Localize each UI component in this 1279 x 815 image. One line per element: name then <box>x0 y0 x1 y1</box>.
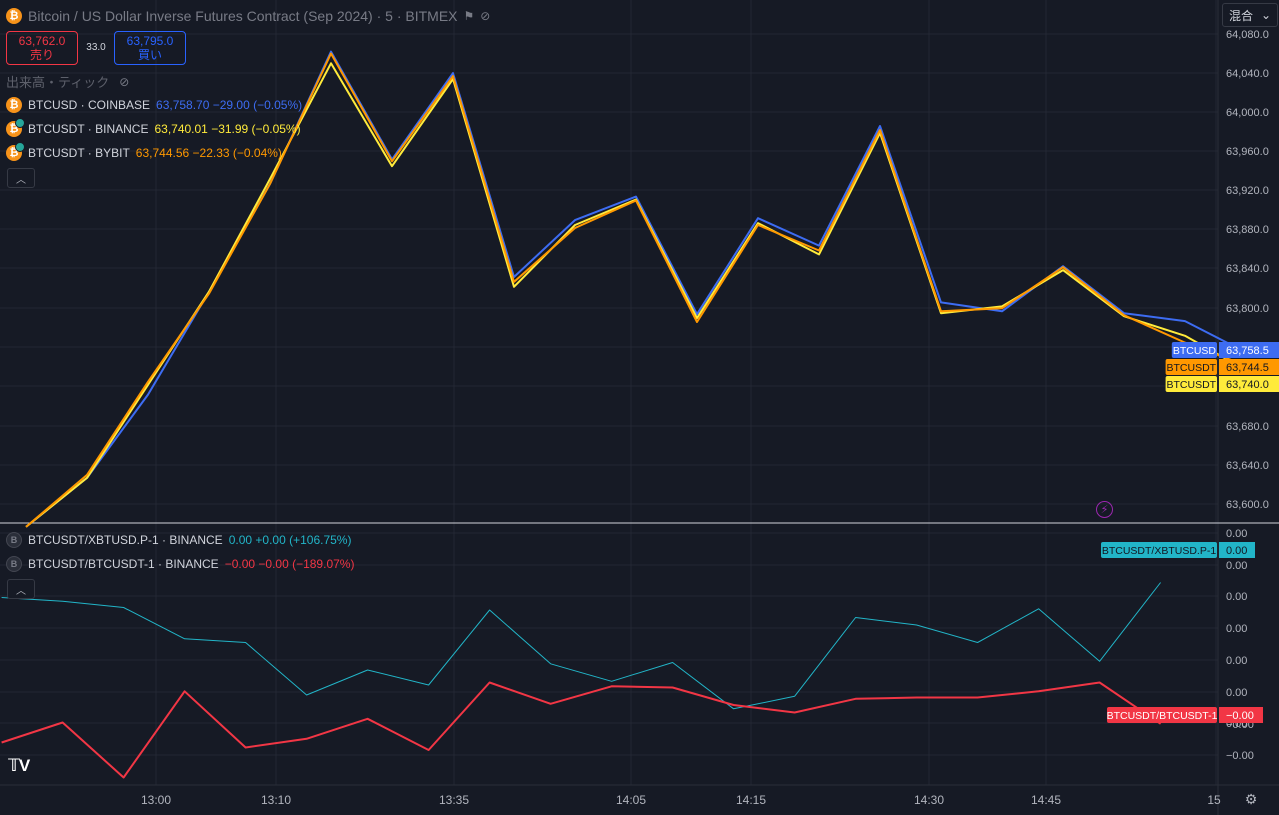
svg-text:−0.00: −0.00 <box>1226 710 1254 722</box>
buy-price: 63,795.0 <box>126 34 174 48</box>
price-axis-label: 64,080.0 <box>1226 29 1269 41</box>
time-axis-label: 14:05 <box>616 793 646 807</box>
tradingview-logo-icon[interactable]: 𝕋V <box>8 756 30 775</box>
price-axis-label: 63,840.0 <box>1226 263 1269 275</box>
volume-label: 出来高・ティック <box>6 75 110 90</box>
flag-icon[interactable]: ⚑ <box>463 9 475 23</box>
price-tag: BTCUSD 63,758.5 <box>1171 342 1279 358</box>
bitcoin-tether-icon: ₿ <box>6 118 25 137</box>
svg-text:63,740.0: 63,740.0 <box>1226 379 1269 391</box>
sub-axis-label: 0.00 <box>1226 687 1247 699</box>
legend-item-btcusdt-btcusdt[interactable]: B BTCUSDT/BTCUSDT-1 · BINANCE −0.00 −0.0… <box>6 554 354 574</box>
sub-series-line-0 <box>1 582 1161 710</box>
price-axis-label: 63,920.0 <box>1226 185 1269 197</box>
sub-series-line-1 <box>1 681 1162 779</box>
eye-off-icon[interactable]: ⊘ <box>119 74 130 89</box>
legend-symbol: BTCUSDT · BINANCE <box>28 122 149 136</box>
sub-axis-label: −0.00 <box>1226 750 1254 762</box>
sub-axis[interactable]: 0.00 0.00 0.00 0.00 0.00 0.00 0.00 −0.00 −0.00 <box>1226 528 1254 762</box>
time-axis-label: 13:00 <box>141 793 171 807</box>
sub-axis-label: 0.00 <box>1226 655 1247 667</box>
sell-label: 売り <box>29 48 54 62</box>
svg-text:BTCUSDT: BTCUSDT <box>1167 379 1217 391</box>
symbol-title: Bitcoin / US Dollar Inverse Futures Cont… <box>28 8 458 24</box>
collapse-legend-button[interactable]: ︿ <box>7 168 35 188</box>
spread-value: 33.0 <box>86 42 106 53</box>
symbol-title-row[interactable]: ₿ Bitcoin / US Dollar Inverse Futures Co… <box>6 6 490 26</box>
svg-text:63,744.5: 63,744.5 <box>1226 362 1269 374</box>
time-axis-label: 13:35 <box>439 793 469 807</box>
price-axis-label: 64,000.0 <box>1226 107 1269 119</box>
mode-select[interactable]: 混合 ⌄ <box>1222 3 1278 27</box>
price-axis-label: 63,640.0 <box>1226 460 1269 472</box>
bitcoin-tether-icon: ₿ <box>6 142 25 161</box>
series-line-1 <box>25 62 1247 528</box>
time-axis-label: 15 <box>1207 793 1221 807</box>
sub-axis-label: 0.00 <box>1226 528 1247 540</box>
chevron-up-icon: ︿ <box>16 585 26 597</box>
price-axis-label: 63,680.0 <box>1226 421 1269 433</box>
legend-value: 63,758.70 −29.00 (−0.05%) <box>156 98 303 112</box>
svg-text:BTCUSDT: BTCUSDT <box>1167 362 1217 374</box>
sub-axis-label: 0.00 <box>1226 623 1247 635</box>
time-axis-label: 13:10 <box>261 793 291 807</box>
price-axis-label: 63,960.0 <box>1226 146 1269 158</box>
price-tag: BTCUSDT 63,744.5 <box>1165 359 1279 375</box>
legend-symbol: BTCUSDT · BYBIT <box>28 146 130 160</box>
time-axis-label: 14:30 <box>914 793 944 807</box>
svg-text:BTCUSD: BTCUSD <box>1173 345 1217 357</box>
svg-text:BTCUSDT/XBTUSD.P-1: BTCUSDT/XBTUSD.P-1 <box>1102 545 1217 557</box>
time-axis[interactable]: 13:00 13:10 13:35 14:05 14:15 14:30 14:45 15 <box>141 793 1221 807</box>
symbol-b-icon: B <box>6 556 22 572</box>
sub-axis-label: 0.00 <box>1226 591 1247 603</box>
sell-price: 63,762.0 <box>18 34 66 48</box>
time-axis-label: 14:45 <box>1031 793 1061 807</box>
eye-off-icon[interactable]: ⊘ <box>480 9 491 23</box>
gear-icon[interactable]: ⚙ <box>1244 790 1258 807</box>
symbol-b-icon: B <box>6 532 22 548</box>
legend-item-btcusdt-xbtusd[interactable]: B BTCUSDT/XBTUSD.P-1 · BINANCE 0.00 +0.0… <box>6 530 351 550</box>
sub-value-tag: BTCUSDT/BTCUSDT-1 −0.00 <box>1107 707 1263 723</box>
legend-item-btcusdt-binance[interactable]: ₿ BTCUSDT · BINANCE 63,740.01 −31.99 (−0… <box>6 118 301 139</box>
legend-item-btcusd-coinbase[interactable]: ₿ BTCUSD · COINBASE 63,758.70 −29.00 (−0… <box>6 95 302 115</box>
time-axis-label: 14:15 <box>736 793 766 807</box>
sell-button[interactable]: 63,762.0 売り <box>6 31 78 65</box>
legend-symbol: BTCUSDT/BTCUSDT-1 · BINANCE <box>28 557 219 571</box>
price-axis-label: 63,600.0 <box>1226 499 1269 511</box>
buy-label: 買い <box>137 48 162 62</box>
buy-button[interactable]: 63,795.0 買い <box>114 31 186 65</box>
legend-value: −0.00 −0.00 (−189.07%) <box>224 557 355 571</box>
price-axis-label: 63,880.0 <box>1226 224 1269 236</box>
volume-legend[interactable]: 出来高・ティック ⊘ <box>6 72 129 91</box>
series-line-2 <box>25 52 1247 528</box>
legend-item-btcusdt-bybit[interactable]: ₿ BTCUSDT · BYBIT 63,744.56 −22.33 (−0.0… <box>6 142 282 163</box>
svg-text:0.00: 0.00 <box>1226 545 1247 557</box>
mode-select-value: 混合 <box>1229 8 1254 23</box>
legend-symbol: BTCUSD · COINBASE <box>28 98 151 112</box>
price-tag: BTCUSDT 63,740.0 <box>1165 376 1279 392</box>
sub-axis-label: 0.00 <box>1226 560 1247 572</box>
chevron-up-icon: ︿ <box>16 174 26 186</box>
svg-text:63,758.5: 63,758.5 <box>1226 345 1269 357</box>
collapse-sub-legend-button[interactable]: ︿ <box>7 579 35 599</box>
legend-value: 63,744.56 −22.33 (−0.04%) <box>135 146 282 160</box>
chevron-down-icon: ⌄ <box>1260 8 1271 22</box>
price-axis-label: 64,040.0 <box>1226 68 1269 80</box>
svg-text:BTCUSDT/BTCUSDT-1: BTCUSDT/BTCUSDT-1 <box>1107 710 1218 722</box>
legend-value: 0.00 +0.00 (+106.75%) <box>228 533 352 547</box>
price-axis-label: 63,800.0 <box>1226 303 1269 315</box>
lightning-icon[interactable]: ⚡ <box>1096 501 1113 518</box>
legend-symbol: BTCUSDT/XBTUSD.P-1 · BINANCE <box>28 533 223 547</box>
price-axis[interactable]: 64,080.0 64,040.0 64,000.0 63,960.0 63,920.0… <box>1226 29 1269 511</box>
sub-value-tag: BTCUSDT/XBTUSD.P-1 0.00 <box>1101 542 1255 558</box>
bitcoin-icon: ₿ <box>6 8 22 24</box>
legend-value: 63,740.01 −31.99 (−0.05%) <box>154 122 301 136</box>
bitcoin-icon: ₿ <box>6 97 22 113</box>
